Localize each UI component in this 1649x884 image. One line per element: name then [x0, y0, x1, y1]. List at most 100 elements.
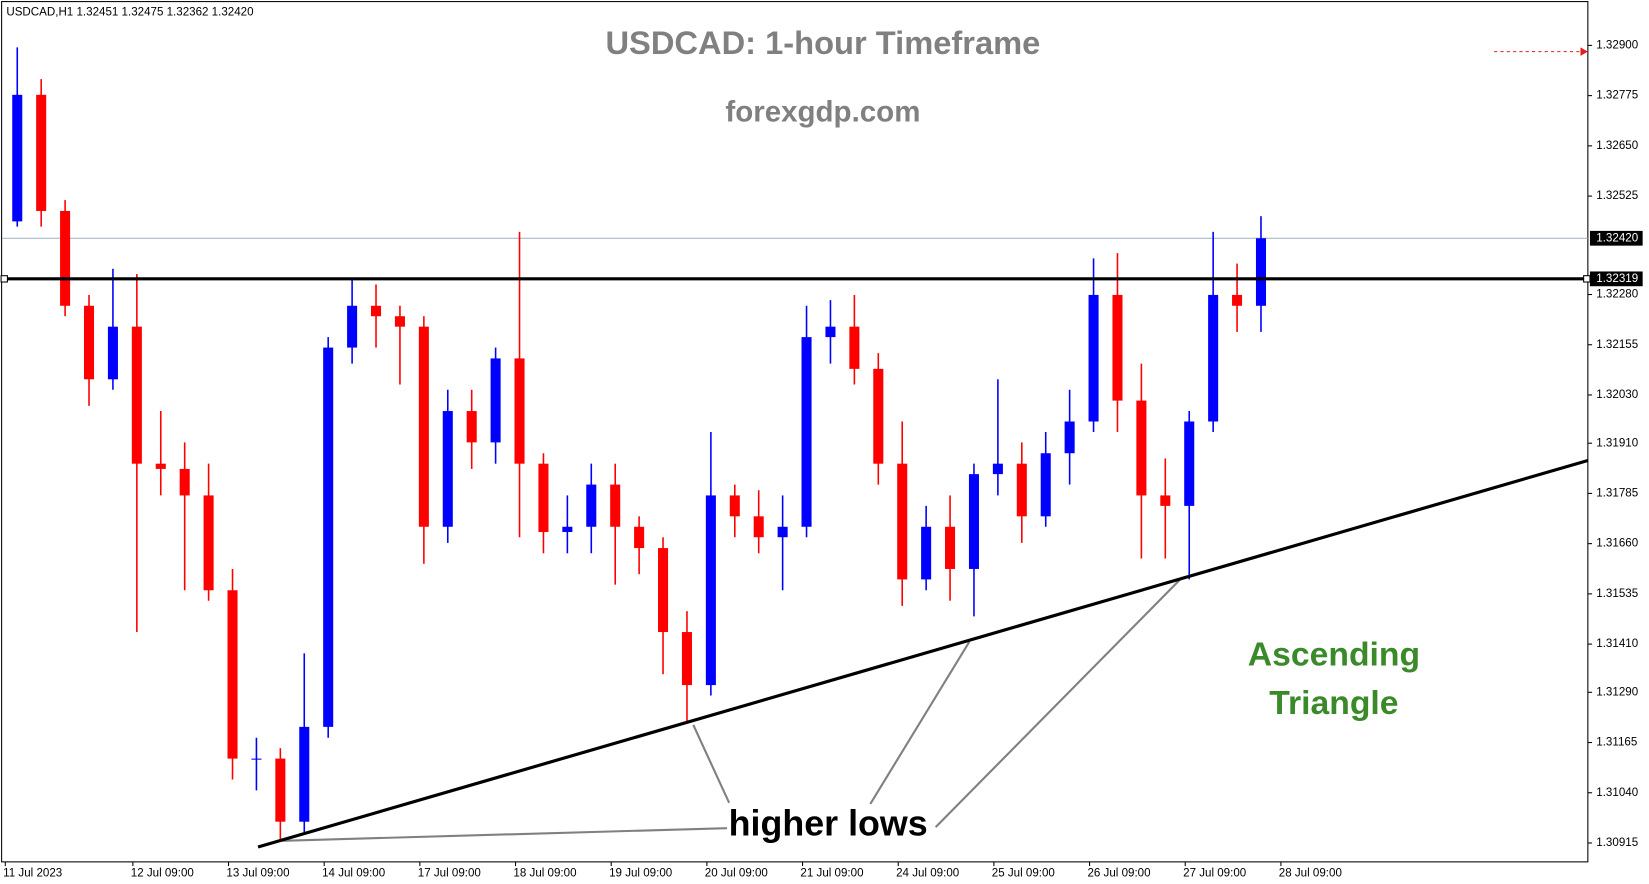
trendline — [257, 458, 1589, 849]
y-tick-label: 1.32155 — [1596, 339, 1638, 351]
pattern-label: Ascending — [1248, 635, 1420, 673]
y-tick-label: 1.30915 — [1596, 837, 1638, 849]
candle-body — [825, 326, 836, 338]
candle-body — [514, 358, 525, 464]
line-handle — [0, 275, 8, 283]
target-arrowhead — [1580, 47, 1588, 56]
candle-body — [490, 358, 501, 443]
x-tick-label: 17 Jul 09:00 — [418, 868, 481, 880]
current-price-label: 1.32420 — [1596, 232, 1638, 244]
y-tick-label: 1.31410 — [1596, 638, 1638, 650]
candle-body — [705, 495, 716, 686]
candle-body — [466, 411, 477, 443]
candle-body — [849, 326, 860, 369]
candle-body — [1255, 238, 1267, 306]
x-tick-label: 14 Jul 09:00 — [322, 868, 385, 880]
chart-title: USDCAD: 1-hour Timeframe — [605, 24, 1040, 61]
y-tick-label: 1.31785 — [1596, 487, 1638, 499]
candle-body — [968, 474, 979, 569]
candle-body — [155, 463, 166, 469]
candle-body — [1088, 294, 1099, 422]
candle-body — [1064, 421, 1075, 454]
x-tick-label: 21 Jul 09:00 — [800, 868, 863, 880]
candle-body — [681, 632, 692, 686]
y-tick-label: 1.32775 — [1596, 90, 1638, 102]
candle-body — [753, 516, 764, 538]
candle-body — [179, 468, 190, 496]
y-tick-label: 1.31040 — [1596, 787, 1638, 799]
candle-body — [1016, 463, 1027, 517]
x-tick-label: 25 Jul 09:00 — [992, 868, 1055, 880]
x-tick-label: 27 Jul 09:00 — [1183, 868, 1246, 880]
pointer — [869, 641, 971, 805]
x-tick-label: 18 Jul 09:00 — [513, 868, 576, 880]
candle-body — [323, 347, 334, 727]
plot-frame — [1, 1, 1589, 863]
candle-body — [1232, 294, 1243, 306]
pattern-label: Triangle — [1269, 684, 1398, 722]
candle-body — [1136, 400, 1147, 496]
annotation: higher lows — [729, 804, 928, 844]
candle-body — [921, 526, 932, 580]
candle-body — [1160, 495, 1171, 506]
candle-body — [1208, 294, 1219, 422]
price-tag — [1589, 230, 1643, 246]
y-tick-label: 1.32900 — [1596, 39, 1638, 51]
candle-body — [131, 326, 142, 464]
chart-subtitle: forexgdp.com — [725, 96, 920, 129]
y-tick-label: 1.31535 — [1596, 588, 1638, 600]
candle-body — [60, 210, 71, 306]
candle-body — [251, 758, 262, 760]
x-tick-label: 20 Jul 09:00 — [705, 868, 768, 880]
x-tick-label: 13 Jul 09:00 — [226, 868, 289, 880]
candle-body — [394, 316, 405, 327]
pointer — [692, 724, 731, 804]
y-tick-label: 1.32650 — [1596, 140, 1638, 152]
y-tick-label: 1.32280 — [1596, 289, 1638, 301]
x-tick-label: 28 Jul 09:00 — [1279, 868, 1342, 880]
x-tick-label: 19 Jul 09:00 — [609, 868, 672, 880]
candle-body — [873, 368, 884, 464]
candle-body — [538, 463, 549, 532]
candle-body — [299, 726, 310, 822]
symbol-header: USDCAD,H1 1.32451 1.32475 1.32362 1.3242… — [6, 7, 253, 19]
candle-body — [658, 548, 669, 633]
x-tick-label: 24 Jul 09:00 — [896, 868, 959, 880]
candle-body — [634, 526, 645, 549]
x-tick-label: 11 Jul 2023 — [3, 868, 62, 880]
pointer — [934, 576, 1183, 828]
candle-body — [83, 305, 95, 380]
candle-body — [227, 590, 238, 759]
candle-body — [729, 495, 740, 517]
candle-body — [36, 94, 47, 211]
candle-body — [945, 526, 956, 569]
y-tick-label: 1.31290 — [1596, 686, 1638, 698]
candle-body — [442, 411, 453, 527]
candle-body — [1112, 294, 1123, 401]
price-tag — [1589, 271, 1643, 287]
candle-body — [610, 484, 621, 527]
candle-body — [12, 94, 23, 222]
x-tick-label: 12 Jul 09:00 — [131, 868, 194, 880]
candle-body — [1184, 421, 1195, 506]
candle-body — [897, 463, 908, 580]
candle-body — [777, 526, 788, 538]
candle-body — [275, 758, 286, 822]
candle-body — [107, 326, 118, 380]
y-tick-label: 1.32030 — [1596, 389, 1638, 401]
y-tick-label: 1.31660 — [1596, 538, 1638, 550]
candle-body — [562, 526, 573, 532]
y-tick-label: 1.32525 — [1596, 190, 1638, 202]
candle-body — [992, 463, 1003, 475]
y-tick-label: 1.31165 — [1596, 737, 1637, 749]
pointer — [282, 827, 728, 842]
annotation-pointers — [282, 576, 1183, 842]
candle-body — [1040, 453, 1051, 517]
candle-body — [347, 305, 358, 348]
y-tick-label: 1.31910 — [1596, 437, 1638, 449]
candle-body — [418, 326, 429, 527]
candle-body — [371, 305, 382, 317]
